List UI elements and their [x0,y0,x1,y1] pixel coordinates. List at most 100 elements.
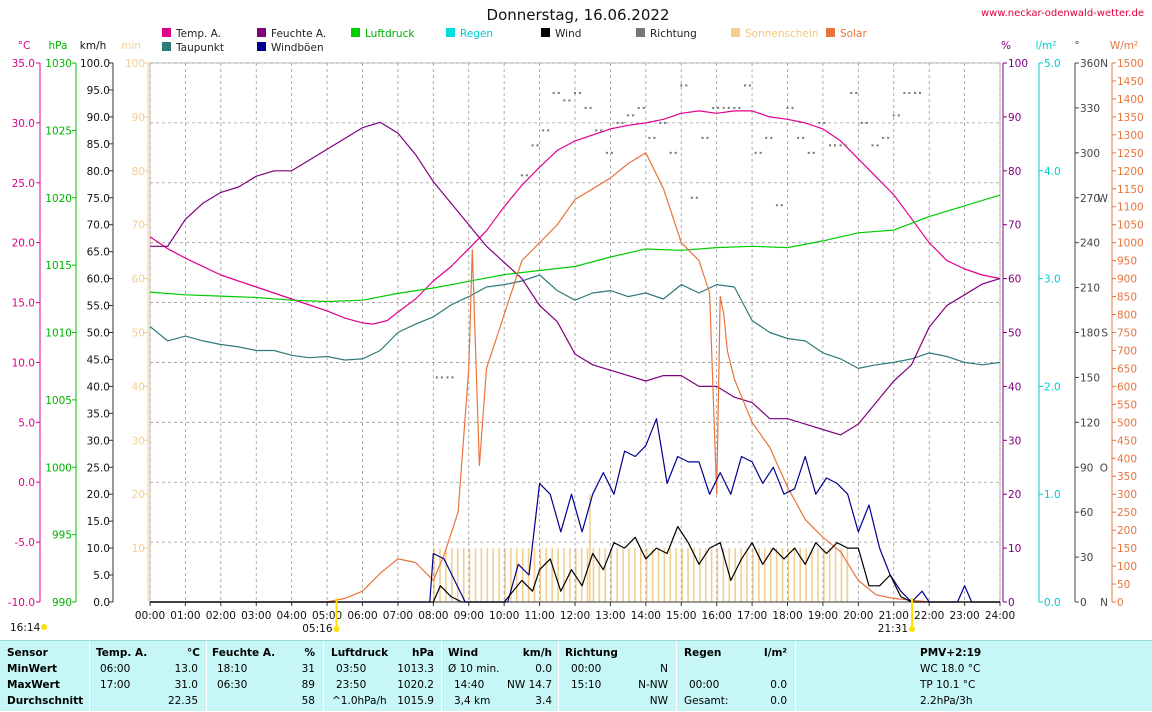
pressure-tick-label: 1030 [45,58,72,70]
temp-tick-label: 15.0 [12,298,35,310]
direction-point [642,106,645,109]
direction-point [876,144,879,147]
compass-label: N [1100,597,1108,609]
direction-point [754,151,757,154]
direction-point [542,129,545,132]
sunshine-bar [823,548,825,602]
direction-point [435,376,438,379]
direction-point [706,136,709,139]
solar-tick-label: 1150 [1117,184,1144,196]
sunshine-bar [775,548,778,602]
humidity-unit: % [1001,40,1011,52]
direction-point [701,136,704,139]
pmv-header: PMV+2:19 [920,647,982,659]
humidity-tick-label: 40 [1008,381,1021,393]
solar-tick-label: 400 [1117,453,1137,465]
sunshine-bar [533,548,536,602]
direction-point [834,144,836,147]
direction-min-time: 00:00 [571,663,602,675]
time-tick-label: 20:00 [843,610,873,622]
wind-distance: 3,4 km [454,695,491,707]
sunshine-bar [834,548,837,602]
direction-point [446,376,449,379]
pressure-unit: hPa [412,647,434,659]
sunshine-bar [634,548,636,602]
direction-point [547,129,550,132]
wind-tick-label: 25.0 [87,462,110,474]
row-label-min: MinWert [7,663,58,675]
solar-tick-label: 1500 [1117,58,1144,70]
direction-point [717,106,720,109]
current-time-label: 16:14 [10,622,41,634]
time-tick-label: 15:00 [666,610,696,622]
rain-tick-label: 3.0 [1044,274,1061,286]
time-tick-label: 12:00 [560,610,590,622]
temp-header: Temp. A. [96,647,148,659]
direction-point [610,151,613,154]
pressure-unit: hPa [49,40,68,52]
direction-tick-label: 240 [1080,238,1100,250]
sunshine-bar [805,548,807,602]
direction-point [882,136,885,139]
humidity-tick-label: 0 [1008,597,1015,609]
pressure-avg-value: 1015.9 [397,695,434,707]
time-tick-label: 05:00 [312,610,342,622]
pressure-header: Luftdruck [331,647,389,659]
pressure-tick-label: 990 [52,597,72,609]
temp-tick-label: -10.0 [8,597,35,609]
site-url[interactable]: www.neckar-odenwald-wetter.de [981,8,1144,19]
direction-point [621,121,624,124]
solar-tick-label: 500 [1117,417,1137,429]
legend-swatch-4 [351,28,360,37]
col-temp: Temp. A. °C 06:00 13.0 17:00 31.0 22.35 [90,641,207,712]
pressure-min-time: 03:50 [336,663,367,675]
time-tick-label: 24:00 [985,610,1015,622]
legend-label-3: Windböen [271,42,324,54]
solar-tick-label: 750 [1117,328,1137,340]
humidity-header: Feuchte A. [212,647,276,659]
temp-tick-label: 35.0 [12,58,35,70]
solar-tick-label: 1000 [1117,238,1144,250]
direction-point [674,151,677,154]
time-tick-label: 08:00 [418,610,448,622]
legend-label-8: Sonnenschein [745,28,818,40]
direction-point [860,121,863,124]
chart-title: Donnerstag, 16.06.2022 [487,6,670,24]
sunshine-bar [539,548,542,602]
wind-max-value: NW 14.7 [507,679,552,691]
wind-avg-value: 0.0 [535,663,552,675]
direction-point [765,136,768,139]
sunshine-bar [828,548,831,602]
compass-label: W [1098,193,1109,205]
direction-point [669,151,672,154]
solar-tick-label: 1100 [1117,202,1144,214]
direction-point [919,91,921,94]
col-sensor: Sensor MinWert MaxWert Durchschnitt [0,641,90,712]
time-tick-label: 10:00 [489,610,519,622]
time-tick-label: 07:00 [383,610,413,622]
sunshine-bar [793,548,796,602]
direction-point [722,106,725,109]
time-tick-label: 16:00 [702,610,732,622]
direction-point [552,91,555,94]
sunshine-bar [569,548,571,602]
windchill-value: WC 18.0 °C [920,663,981,675]
direction-point [579,91,581,94]
direction-point [664,121,666,124]
sunshine-tick-label: 100 [125,58,145,70]
direction-point [595,129,598,132]
sunshine-bar [716,548,719,602]
sunshine-bar [628,548,630,602]
rain-total-value: 0.0 [770,695,787,707]
direction-point [797,136,800,139]
humidity-tick-label: 50 [1008,328,1021,340]
time-markers: 16:14 05:16 21:31 [10,598,916,635]
legend-swatch-7 [636,28,645,37]
pressure-change-value: 2.2hPa/3h [920,695,973,707]
sunshine-bar [699,548,701,602]
wind-tick-label: 10.0 [87,543,110,555]
sunshine-bar [586,548,589,602]
direction-tick-label: 150 [1080,372,1100,384]
col-pressure: Luftdruck hPa 03:50 1013.3 23:50 1020.2 … [324,641,442,712]
sunshine-bar [675,548,677,602]
